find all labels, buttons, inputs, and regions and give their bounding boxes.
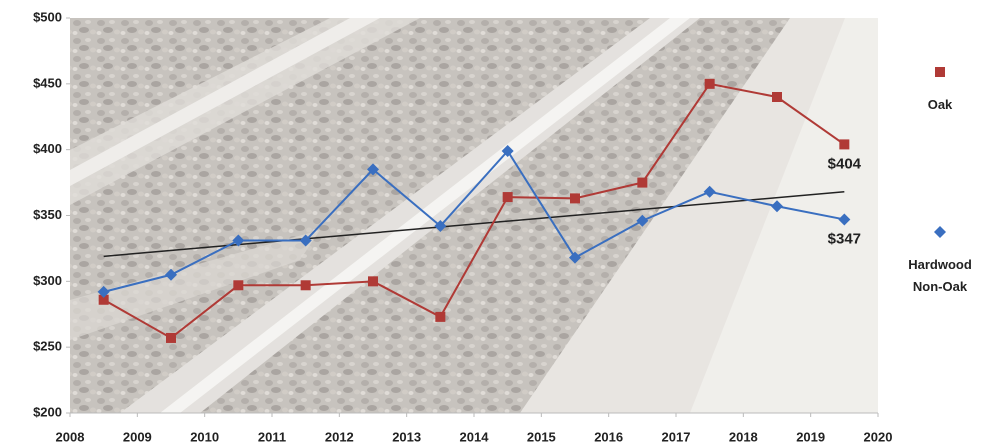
legend: Oak Hardwood Non-Oak: [908, 67, 972, 294]
data-label: $404: [828, 155, 862, 172]
x-tick-label: 2008: [56, 429, 85, 444]
legend-label-box: Hardwood Non-Oak: [908, 257, 972, 294]
data-point: [704, 78, 715, 89]
data-point: [166, 332, 176, 343]
data-point: [232, 234, 245, 247]
legend-label: Hardwood Non-Oak: [908, 257, 972, 294]
data-point: [434, 220, 447, 233]
data-point: [368, 276, 378, 287]
y-tick-label: $350: [33, 207, 62, 222]
data-point: [233, 280, 244, 291]
data-point: [569, 251, 581, 264]
legend-marker: [935, 67, 945, 77]
y-tick-label: $400: [33, 141, 62, 156]
data-point: [771, 200, 783, 213]
x-tick-label: 2012: [325, 429, 354, 444]
series-line: [103, 149, 845, 293]
data-point: [300, 280, 311, 291]
y-tick-label: $500: [33, 9, 62, 24]
x-tick-label: 2011: [258, 429, 286, 444]
data-point: [435, 311, 446, 322]
data-point: [501, 144, 514, 157]
data-point: [839, 139, 850, 150]
x-tick-label: 2016: [594, 429, 623, 444]
legend-label-box: Oak: [927, 97, 953, 112]
series-line: [103, 82, 845, 340]
x-tick-label: 2014: [460, 429, 490, 444]
x-tick-label: 2020: [864, 429, 893, 444]
data-point: [637, 177, 648, 188]
legend-label: Oak: [927, 97, 953, 112]
x-tick-label: 2010: [190, 429, 219, 444]
data-point: [165, 268, 177, 281]
x-tick-label: 2013: [392, 429, 421, 444]
data-point: [97, 285, 110, 298]
x-tick-label: 2009: [123, 429, 152, 444]
data-point: [570, 193, 580, 204]
data-point: [98, 294, 109, 305]
data-point: [838, 213, 851, 226]
data-point: [772, 92, 782, 102]
y-tick-label: $200: [33, 404, 62, 419]
background-photo: [70, 18, 878, 413]
x-tick-label: 2015: [527, 429, 556, 444]
data-label: $347: [828, 230, 861, 247]
x-tick-label: 2017: [662, 429, 691, 444]
y-tick-label: $450: [33, 75, 62, 90]
data-point: [502, 192, 513, 203]
x-tick-label: 2018: [729, 429, 758, 444]
y-tick-label: $250: [33, 339, 62, 354]
data-point: [367, 163, 379, 176]
legend-marker: [934, 226, 946, 238]
data-point: [636, 214, 649, 227]
data-point: [703, 185, 716, 198]
data-point: [299, 234, 312, 247]
y-tick-label: $300: [33, 273, 62, 288]
x-tick-label: 2019: [796, 429, 825, 444]
